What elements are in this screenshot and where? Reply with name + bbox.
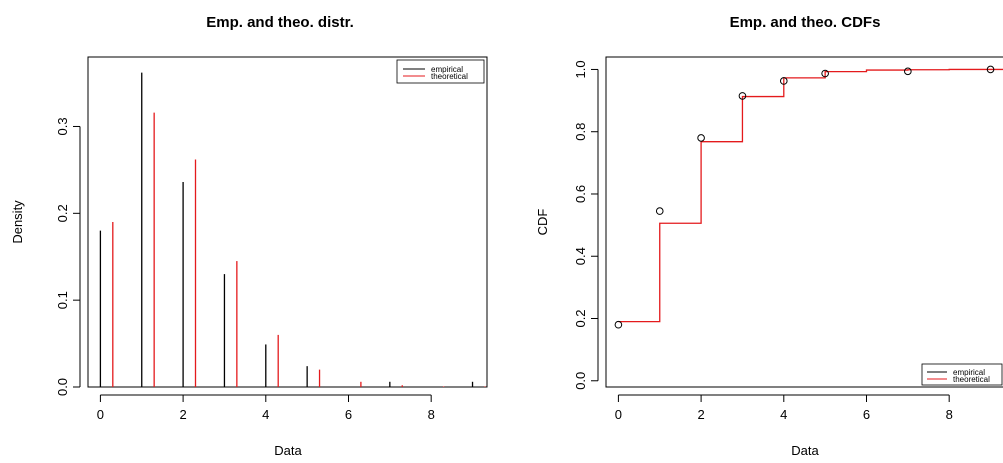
cdf-marks: [614, 65, 1003, 329]
cdf-y-tick-label: 0.4: [573, 247, 588, 265]
density-plot-frame: [87, 56, 488, 388]
density-y-tick-label: 0.0: [55, 378, 70, 396]
density-legend: empirical theoretical: [396, 59, 485, 84]
density-x-tick-label: 0: [97, 407, 104, 422]
density-x-axis-label: Data: [274, 443, 302, 458]
density-y-axis-label: Density: [10, 200, 25, 244]
theoretical-cdf-step-line: [618, 68, 1003, 323]
density-x-tick-label: 4: [262, 407, 269, 422]
cdf-y-axis: 0.0 0.2 0.4 0.6 0.8 1.0: [573, 60, 599, 390]
cdf-legend-empirical-label: empirical: [953, 368, 985, 377]
cdf-x-tick-label: 4: [780, 407, 787, 422]
density-legend-empirical-label: empirical: [431, 65, 463, 74]
empirical-cdf-point: [821, 69, 829, 78]
cdf-x-tick-label: 0: [615, 407, 622, 422]
cdf-x-axis-label: Data: [791, 443, 819, 458]
cdf-x-tick-label: 2: [697, 407, 704, 422]
density-y-tick-label: 0.1: [55, 291, 70, 309]
empirical-cdf-point: [655, 207, 664, 215]
cdf-y-tick-label: 0.8: [573, 123, 588, 141]
cdf-x-tick-label: 8: [946, 407, 953, 422]
cdf-y-tick-label: 0.2: [573, 309, 588, 327]
cdf-x-axis: 0 2 4 6 8: [615, 394, 953, 422]
density-panel: Emp. and theo. distr. Data Density 0 2 4 6 8…: [10, 14, 488, 458]
cdf-legend-theoretical-label: theoretical: [953, 375, 990, 384]
empirical-cdf-point: [904, 67, 912, 76]
empirical-cdf-point: [738, 92, 747, 100]
density-x-tick-label: 8: [428, 407, 435, 422]
density-x-tick-label: 6: [345, 407, 352, 422]
cdf-plot-frame: [605, 56, 1003, 388]
density-x-axis: 0 2 4 6 8: [97, 394, 435, 422]
density-bars: [99, 72, 486, 387]
density-x-tick-label: 2: [179, 407, 186, 422]
density-panel-title: Emp. and theo. distr.: [206, 14, 354, 31]
cdf-legend: empirical theoretical: [921, 363, 1003, 386]
empirical-cdf-point: [614, 320, 623, 329]
density-legend-box: [396, 59, 485, 84]
cdf-y-axis-label: CDF: [535, 209, 550, 236]
cdf-x-tick-label: 6: [863, 407, 870, 422]
cdf-y-tick-label: 0.6: [573, 185, 588, 203]
empirical-cdf-point: [986, 65, 995, 74]
density-y-tick-label: 0.2: [55, 204, 70, 222]
cdf-panel-title: Emp. and theo. CDFs: [730, 14, 881, 31]
density-legend-theoretical-label: theoretical: [431, 72, 468, 81]
density-y-axis: 0.0 0.1 0.2 0.3: [55, 117, 81, 396]
empirical-cdf-point: [779, 77, 788, 85]
cdf-y-tick-label: 1.0: [573, 60, 588, 78]
empirical-cdf-point: [697, 134, 705, 142]
cdf-y-tick-label: 0.0: [573, 372, 588, 390]
density-y-tick-label: 0.3: [55, 117, 70, 135]
cdf-legend-box: [921, 363, 1003, 386]
